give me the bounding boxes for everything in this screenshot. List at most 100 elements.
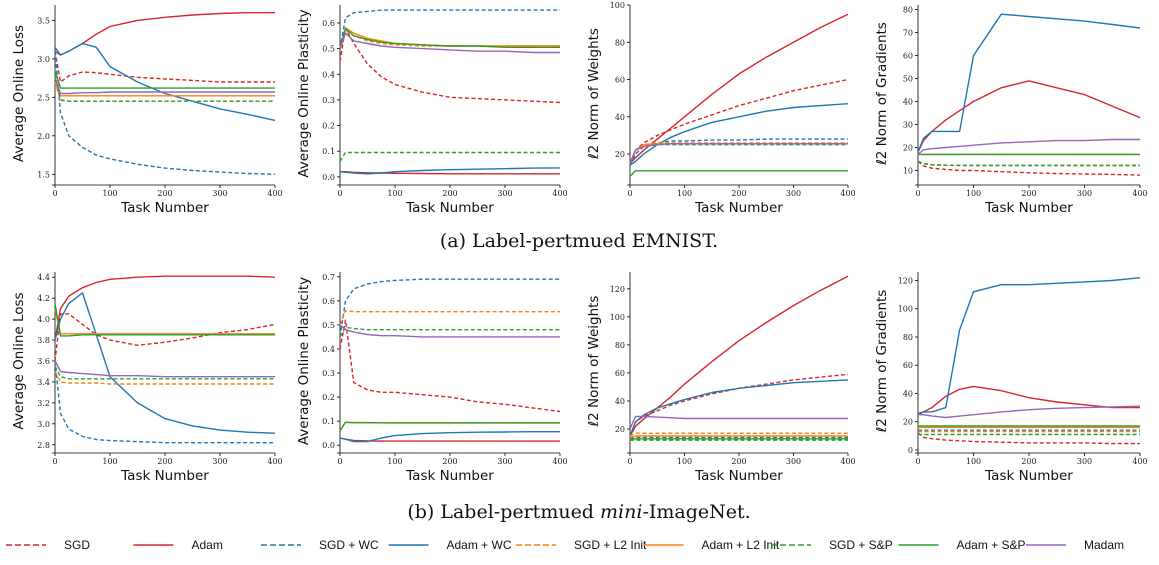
legend-label: Adam + L2 Init bbox=[702, 538, 780, 552]
series-line-madam bbox=[54, 77, 275, 95]
y-tick-label: 0.1 bbox=[322, 147, 335, 156]
y-axis-label: Average Online Loss bbox=[11, 292, 27, 429]
x-tick-label: 400 bbox=[267, 189, 282, 198]
series-line-adam bbox=[54, 275, 276, 341]
x-tick-label: 300 bbox=[1077, 189, 1092, 198]
y-tick-label: 0.5 bbox=[322, 45, 335, 54]
y-tick-label: 30 bbox=[903, 121, 913, 130]
legend-item: Adam + WC bbox=[388, 538, 512, 552]
x-tick-label: 300 bbox=[786, 457, 801, 466]
y-tick-label: 0.4 bbox=[322, 345, 335, 354]
x-axis-label: Task Number bbox=[405, 200, 494, 216]
series-line-sgd-s-p bbox=[54, 365, 275, 380]
x-tick-label: 0 bbox=[52, 189, 57, 198]
y-tick-label: 1.5 bbox=[37, 170, 50, 179]
y-tick-label: 3.2 bbox=[37, 399, 50, 408]
y-tick-label: 100 bbox=[610, 313, 625, 322]
series-line-adam-wc bbox=[629, 103, 849, 166]
x-tick-label: 300 bbox=[497, 457, 512, 466]
series-line-sgd bbox=[629, 373, 849, 437]
legend-label: Adam + S&P bbox=[957, 538, 1026, 552]
legend-label: Adam bbox=[192, 538, 223, 552]
y-tick-label: 0.2 bbox=[322, 122, 335, 131]
y-tick-label: 60 bbox=[903, 52, 913, 61]
y-tick-label: 40 bbox=[903, 98, 913, 107]
series-line-sgd-wc bbox=[339, 278, 560, 338]
y-tick-label: 3.0 bbox=[37, 55, 50, 64]
caption-b: (b) Label-pertmued mini-ImageNet. bbox=[407, 501, 750, 523]
x-tick-label: 300 bbox=[212, 189, 227, 198]
y-tick-label: 10 bbox=[903, 167, 913, 176]
series-line-madam bbox=[917, 138, 1140, 155]
series-line-sgd-l2-init bbox=[629, 432, 848, 437]
x-tick-label: 400 bbox=[552, 457, 567, 466]
series-line-sgd-wc bbox=[54, 51, 276, 175]
x-tick-label: 400 bbox=[552, 189, 567, 198]
series-line-adam-s-p bbox=[629, 170, 848, 177]
series-line-adam-l2-init bbox=[54, 81, 275, 97]
y-axis-label: Average Online Loss bbox=[11, 25, 27, 162]
x-axis-label: Task Number bbox=[984, 200, 1073, 216]
series-line-sgd-s-p bbox=[54, 74, 275, 102]
x-tick-label: 200 bbox=[442, 189, 457, 198]
y-tick-label: 0.4 bbox=[322, 70, 335, 79]
legend-item: Adam + S&P bbox=[898, 538, 1026, 552]
legend-label: SGD + WC bbox=[319, 538, 379, 552]
y-tick-label: 3.0 bbox=[37, 420, 50, 429]
x-tick-label: 100 bbox=[677, 457, 692, 466]
legend-item: SGD + S&P bbox=[771, 538, 893, 552]
series-line-adam-wc bbox=[339, 167, 561, 175]
series-line-adam-wc bbox=[917, 13, 1141, 153]
legend-label: Madam bbox=[1084, 538, 1124, 552]
x-tick-label: 0 bbox=[627, 457, 632, 466]
series-line-sgd-wc bbox=[629, 436, 848, 440]
y-axis-label: ℓ2 Norm of Gradients bbox=[874, 290, 890, 434]
series-line-adam-s-p bbox=[339, 421, 560, 432]
series-line-adam-l2-init bbox=[339, 421, 560, 432]
y-axis-label: ℓ2 Norm of Weights bbox=[586, 28, 602, 160]
x-tick-label: 200 bbox=[442, 457, 457, 466]
chart-panel-b-1: 0 100 200 300 400 0.0 0.1 0.2 0.3 0.4 0.5 0.6 0.7 Tas… bbox=[296, 272, 568, 484]
caption-b-suffix: -ImageNet. bbox=[642, 501, 750, 523]
x-tick-label: 400 bbox=[1132, 457, 1147, 466]
y-tick-label: 20 bbox=[903, 418, 913, 427]
y-tick-label: 20 bbox=[615, 150, 625, 159]
y-tick-label: 80 bbox=[903, 333, 913, 342]
series-line-adam-s-p bbox=[339, 27, 560, 49]
x-tick-label: 0 bbox=[915, 189, 920, 198]
series-line-sgd bbox=[917, 160, 1141, 176]
y-tick-label: 120 bbox=[898, 276, 913, 285]
y-tick-label: 3.8 bbox=[37, 336, 50, 345]
y-tick-label: 0.0 bbox=[322, 173, 335, 182]
y-tick-label: 60 bbox=[615, 76, 625, 85]
legend-item: Madam bbox=[1026, 538, 1124, 552]
y-tick-label: 3.6 bbox=[37, 357, 50, 366]
series-line-adam bbox=[54, 11, 275, 56]
y-tick-label: 40 bbox=[615, 113, 625, 122]
series-line-sgd bbox=[54, 313, 276, 362]
chart-panel-b-3: 0 100 200 300 400 0 20 40 60 80 100 120 Task Number ℓ… bbox=[874, 272, 1148, 484]
chart-panel-a-0: 0 100 200 300 400 1.5 2.0 2.5 3.0 3.5 Task Number A… bbox=[11, 5, 283, 216]
legend-label: SGD + L2 Init bbox=[574, 538, 647, 552]
x-tick-label: 400 bbox=[840, 189, 855, 198]
x-tick-label: 200 bbox=[157, 457, 172, 466]
series-line-sgd bbox=[339, 27, 561, 104]
x-tick-label: 100 bbox=[102, 189, 117, 198]
y-tick-label: 4.4 bbox=[37, 273, 50, 282]
x-tick-label: 0 bbox=[52, 457, 57, 466]
series-line-adam-wc bbox=[54, 42, 276, 122]
x-axis-label: Task Number bbox=[984, 468, 1073, 484]
series-line-adam-wc bbox=[339, 431, 560, 443]
x-tick-label: 400 bbox=[267, 457, 282, 466]
x-tick-label: 300 bbox=[212, 457, 227, 466]
x-tick-label: 100 bbox=[677, 189, 692, 198]
series-line-sgd bbox=[339, 319, 561, 413]
series-line-madam bbox=[629, 415, 848, 430]
y-tick-label: 60 bbox=[615, 369, 625, 378]
series-line-adam bbox=[629, 13, 849, 164]
x-axis-label: Task Number bbox=[405, 468, 494, 484]
y-tick-label: 3.4 bbox=[37, 378, 50, 387]
